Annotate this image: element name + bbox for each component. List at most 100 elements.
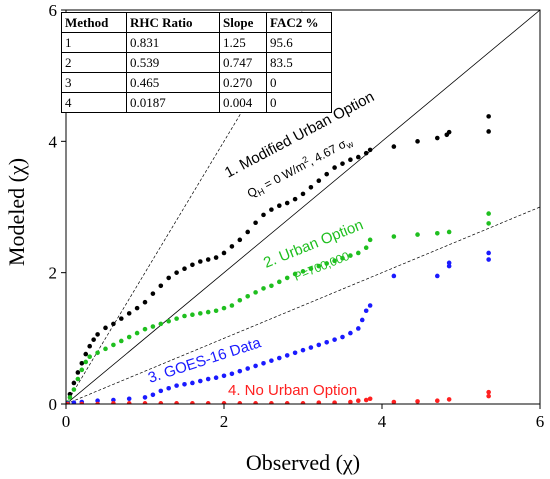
reference-line-3 (66, 206, 540, 404)
data-point (356, 398, 361, 404)
data-point (359, 317, 365, 323)
data-point (79, 367, 85, 373)
table-cell: 4 (61, 92, 127, 113)
column-header: RHC Ratio (126, 12, 220, 33)
data-point (111, 321, 116, 327)
series-modified-urban (66, 114, 491, 404)
data-point (95, 401, 100, 404)
data-point (486, 129, 491, 134)
data-point (221, 373, 227, 379)
data-point (111, 342, 116, 348)
data-point (198, 311, 203, 316)
data-point (158, 283, 164, 289)
data-point (446, 129, 452, 135)
data-point (308, 345, 314, 350)
data-point (83, 359, 89, 365)
data-point (486, 393, 491, 399)
y-tick-label: 4 (49, 132, 58, 151)
table-cell: 0.539 (126, 52, 220, 73)
data-point (415, 232, 420, 237)
table-cell: 95.6 (266, 32, 332, 53)
data-point (292, 196, 298, 202)
data-point (253, 220, 258, 226)
data-point (205, 257, 211, 262)
data-point (316, 342, 322, 348)
series-urban (66, 211, 491, 404)
data-point (150, 392, 156, 398)
data-point (446, 263, 452, 269)
data-point (308, 185, 314, 190)
data-point (435, 398, 440, 404)
data-point (237, 368, 243, 374)
data-point (245, 229, 250, 235)
series-no-urban (66, 389, 491, 404)
data-point (75, 370, 81, 375)
data-point (198, 378, 203, 384)
data-point (340, 161, 345, 166)
data-point (91, 337, 96, 342)
data-point (134, 305, 140, 311)
data-point (71, 387, 77, 392)
data-points (66, 114, 491, 404)
data-point (205, 376, 211, 382)
data-point (103, 325, 108, 331)
table-row: 1 0.831 1.25 95.6 (61, 32, 332, 53)
data-point (95, 398, 100, 404)
data-point (253, 363, 258, 369)
data-point (261, 212, 266, 218)
data-point (79, 401, 85, 404)
data-point (284, 353, 290, 358)
data-point (221, 305, 227, 311)
data-point (486, 221, 491, 226)
reference-lines (66, 10, 540, 404)
data-point (340, 255, 345, 261)
data-point (198, 259, 203, 264)
data-point (158, 401, 164, 404)
y-tick-label: 6 (49, 1, 58, 20)
data-point (142, 395, 148, 400)
data-point (229, 303, 235, 308)
data-point (182, 266, 187, 272)
data-point (277, 355, 282, 361)
data-point (284, 200, 290, 206)
data-point (316, 263, 322, 269)
data-point (332, 337, 337, 342)
table-cell: 0.831 (126, 32, 220, 53)
data-point (348, 157, 353, 163)
y-axis-label: Modeled (χ) (4, 158, 29, 266)
data-point (269, 283, 274, 289)
data-point (190, 380, 195, 386)
data-point (213, 308, 219, 314)
data-point (324, 339, 330, 345)
data-point (182, 382, 187, 387)
data-point (292, 271, 298, 277)
data-point (486, 389, 491, 395)
data-point (71, 400, 77, 404)
data-point (348, 399, 353, 404)
table-cell: 1.25 (219, 32, 267, 53)
data-point (253, 290, 258, 295)
data-point (367, 396, 373, 402)
x-tick-label: 2 (220, 412, 229, 431)
data-point (348, 253, 353, 258)
data-point (190, 262, 195, 268)
data-point (79, 360, 85, 366)
data-point (119, 316, 124, 321)
x-tick-label: 0 (62, 412, 71, 431)
data-point (300, 401, 306, 404)
data-point (213, 375, 219, 381)
data-point (229, 244, 235, 249)
data-point (158, 388, 164, 394)
data-point (126, 334, 132, 340)
x-axis-label: Observed (χ) (246, 450, 360, 475)
reference-line-1 (66, 10, 540, 404)
data-point (284, 401, 290, 404)
stats-table: Method RHC Ratio Slope FAC2 % 1 0.831 1.… (61, 12, 332, 113)
data-point (134, 330, 140, 336)
data-point (75, 376, 81, 382)
data-point (391, 234, 397, 239)
x-tick-label: 4 (378, 412, 387, 431)
data-point (363, 308, 369, 314)
data-point (174, 383, 179, 388)
data-point (391, 399, 397, 404)
